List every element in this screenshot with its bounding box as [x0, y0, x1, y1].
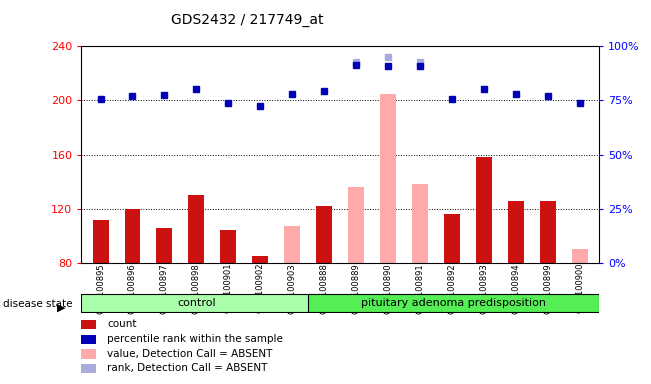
Bar: [380, 94, 396, 263]
Bar: [220, 230, 236, 263]
Text: GSM100891: GSM100891: [415, 263, 424, 313]
Text: GSM100900: GSM100900: [575, 263, 584, 313]
Text: GSM100888: GSM100888: [320, 263, 329, 314]
Text: GSM100897: GSM100897: [160, 263, 169, 314]
Bar: [253, 256, 268, 263]
Text: GSM100902: GSM100902: [256, 263, 265, 313]
Bar: [81, 294, 311, 312]
Text: ▶: ▶: [57, 303, 66, 313]
Bar: [156, 228, 173, 263]
Text: GSM100893: GSM100893: [479, 263, 488, 314]
Text: rank, Detection Call = ABSENT: rank, Detection Call = ABSENT: [107, 363, 268, 373]
Bar: [508, 201, 524, 263]
Text: count: count: [107, 319, 137, 329]
Text: control: control: [177, 298, 215, 308]
Bar: [284, 227, 300, 263]
Bar: [540, 201, 556, 263]
Text: disease state: disease state: [3, 299, 73, 309]
Bar: [444, 214, 460, 263]
Text: value, Detection Call = ABSENT: value, Detection Call = ABSENT: [107, 349, 273, 359]
Text: percentile rank within the sample: percentile rank within the sample: [107, 334, 283, 344]
Bar: [572, 250, 588, 263]
Bar: [308, 294, 599, 312]
Bar: [316, 206, 332, 263]
Text: GDS2432 / 217749_at: GDS2432 / 217749_at: [171, 13, 324, 27]
Text: pituitary adenoma predisposition: pituitary adenoma predisposition: [361, 298, 546, 308]
Text: GSM100899: GSM100899: [544, 263, 552, 313]
Bar: [476, 157, 492, 263]
Bar: [412, 184, 428, 263]
Bar: [124, 209, 141, 263]
Text: GSM100898: GSM100898: [192, 263, 201, 314]
Text: GSM100895: GSM100895: [96, 263, 105, 313]
Text: GSM100903: GSM100903: [288, 263, 297, 313]
Text: GSM100896: GSM100896: [128, 263, 137, 314]
Bar: [92, 220, 109, 263]
Text: GSM100890: GSM100890: [383, 263, 393, 313]
Text: GSM100894: GSM100894: [511, 263, 520, 313]
Text: GSM100892: GSM100892: [447, 263, 456, 313]
Text: GSM100889: GSM100889: [352, 263, 361, 314]
Bar: [348, 187, 364, 263]
Bar: [188, 195, 204, 263]
Text: GSM100901: GSM100901: [224, 263, 233, 313]
